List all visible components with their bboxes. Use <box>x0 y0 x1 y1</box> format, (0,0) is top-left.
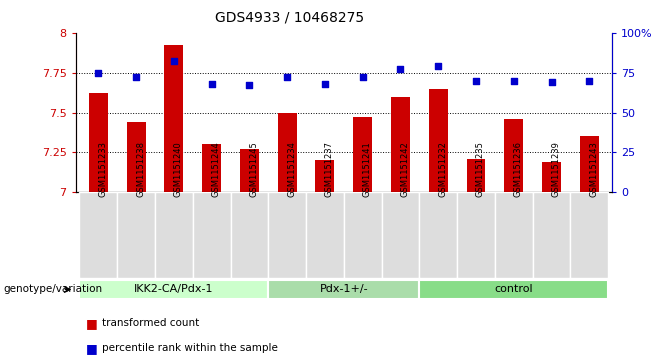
Text: transformed count: transformed count <box>102 318 199 328</box>
Point <box>509 78 519 83</box>
Bar <box>80 280 268 299</box>
Text: control: control <box>494 285 533 294</box>
Text: GSM1151233: GSM1151233 <box>98 140 107 197</box>
Point <box>433 63 443 69</box>
Point <box>470 78 481 83</box>
Bar <box>504 119 523 192</box>
Bar <box>89 93 108 192</box>
Text: GSM1151242: GSM1151242 <box>401 141 409 197</box>
Bar <box>193 192 230 278</box>
Text: GSM1151240: GSM1151240 <box>174 141 183 197</box>
Bar <box>117 192 155 278</box>
Bar <box>391 97 410 192</box>
Point <box>320 81 330 87</box>
Text: GDS4933 / 10468275: GDS4933 / 10468275 <box>215 11 364 25</box>
Bar <box>155 192 193 278</box>
Bar <box>532 192 570 278</box>
Text: GSM1151234: GSM1151234 <box>287 141 296 197</box>
Point <box>131 74 141 80</box>
Bar <box>126 122 145 192</box>
Text: percentile rank within the sample: percentile rank within the sample <box>102 343 278 354</box>
Bar <box>429 89 447 192</box>
Point <box>207 81 217 87</box>
Bar <box>419 280 608 299</box>
Bar <box>240 149 259 192</box>
Text: GSM1151244: GSM1151244 <box>212 141 220 197</box>
Text: ■: ■ <box>86 317 97 330</box>
Point <box>546 79 557 85</box>
Text: GSM1151235: GSM1151235 <box>476 141 485 197</box>
Bar <box>278 113 297 192</box>
Bar <box>353 117 372 192</box>
Point <box>357 74 368 80</box>
Text: GSM1151237: GSM1151237 <box>325 140 334 197</box>
Bar <box>343 192 382 278</box>
Point <box>282 74 292 80</box>
Text: GSM1151245: GSM1151245 <box>249 141 259 197</box>
Point <box>395 66 406 72</box>
Text: IKK2-CA/Pdx-1: IKK2-CA/Pdx-1 <box>134 285 214 294</box>
Bar <box>268 192 306 278</box>
Text: GSM1151241: GSM1151241 <box>363 141 372 197</box>
Bar <box>306 192 343 278</box>
Bar <box>542 162 561 192</box>
Bar <box>230 192 268 278</box>
Text: GSM1151243: GSM1151243 <box>590 141 598 197</box>
Bar <box>495 192 532 278</box>
Bar <box>382 192 419 278</box>
Bar <box>457 192 495 278</box>
Text: genotype/variation: genotype/variation <box>3 285 103 294</box>
Text: GSM1151236: GSM1151236 <box>514 140 522 197</box>
Bar <box>580 136 599 192</box>
Point <box>93 70 103 76</box>
Point <box>584 78 595 83</box>
Text: Pdx-1+/-: Pdx-1+/- <box>320 285 368 294</box>
Bar <box>467 159 486 192</box>
Bar <box>202 144 221 192</box>
Bar <box>268 280 419 299</box>
Bar <box>419 192 457 278</box>
Text: GSM1151232: GSM1151232 <box>438 141 447 197</box>
Bar <box>80 192 117 278</box>
Text: ■: ■ <box>86 342 97 355</box>
Bar <box>164 45 184 192</box>
Point <box>168 58 179 64</box>
Point <box>244 82 255 88</box>
Bar <box>315 160 334 192</box>
Text: GSM1151239: GSM1151239 <box>551 141 561 197</box>
Bar <box>570 192 608 278</box>
Text: GSM1151238: GSM1151238 <box>136 140 145 197</box>
